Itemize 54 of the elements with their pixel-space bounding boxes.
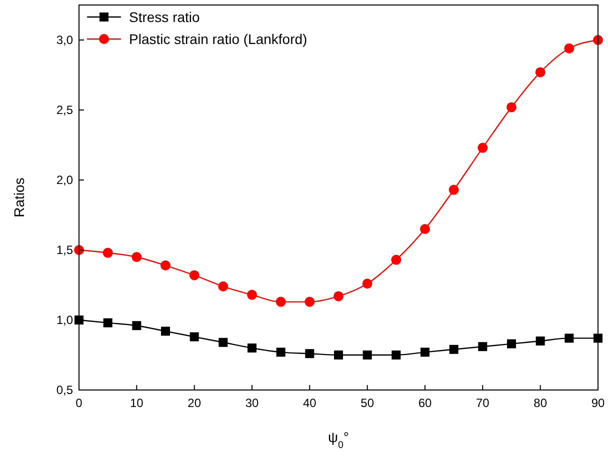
y-tick-label: 0,5 <box>56 383 74 397</box>
point <box>276 348 286 357</box>
point <box>478 142 488 153</box>
y-tick-label: 2,5 <box>56 103 74 117</box>
point <box>478 342 488 352</box>
x-tick-label: 60 <box>418 396 432 410</box>
x-tick-label: 30 <box>245 396 259 410</box>
point <box>218 338 228 347</box>
legend-label: Stress ratio <box>129 9 200 25</box>
point <box>160 260 170 270</box>
y-tick-label: 2,0 <box>56 173 74 187</box>
point <box>102 248 113 258</box>
point <box>276 296 286 307</box>
point <box>535 67 546 78</box>
point <box>304 296 315 307</box>
y-axis-title: Ratios <box>11 178 27 218</box>
point <box>190 332 199 342</box>
x-tick-label: 40 <box>302 396 317 410</box>
y-tick-label: 1,5 <box>56 243 74 257</box>
point <box>391 254 402 265</box>
x-tick-label: 80 <box>534 396 548 410</box>
point <box>218 281 228 292</box>
point <box>506 102 516 112</box>
point <box>448 184 459 195</box>
point <box>334 291 344 302</box>
point <box>248 344 256 352</box>
point <box>305 349 314 358</box>
point <box>420 224 430 234</box>
point <box>564 334 574 343</box>
point <box>392 350 401 360</box>
x-axis-title: ψ$_{0}$° <box>328 429 350 450</box>
point <box>161 326 170 336</box>
point <box>536 336 545 346</box>
point <box>564 43 574 54</box>
legend-label: Plastic strain ratio (Lankford) <box>129 31 308 47</box>
y-tick-label: 1,0 <box>56 313 74 327</box>
point <box>247 290 257 300</box>
x-tick-label: 0 <box>76 396 83 410</box>
point <box>362 350 372 360</box>
y-tick-label: 3,0 <box>56 33 74 47</box>
x-tick-label: 10 <box>130 396 144 410</box>
x-tick-label: 20 <box>188 396 202 410</box>
point <box>507 339 516 348</box>
point <box>334 350 343 360</box>
point <box>103 318 112 328</box>
point <box>449 344 458 354</box>
point <box>189 270 200 280</box>
point <box>362 278 372 289</box>
x-tick-label: 90 <box>591 396 605 410</box>
point <box>132 252 142 262</box>
point <box>132 321 142 330</box>
x-tick-label: 70 <box>476 396 490 410</box>
x-tick-label: 50 <box>360 396 374 410</box>
point <box>420 348 430 357</box>
